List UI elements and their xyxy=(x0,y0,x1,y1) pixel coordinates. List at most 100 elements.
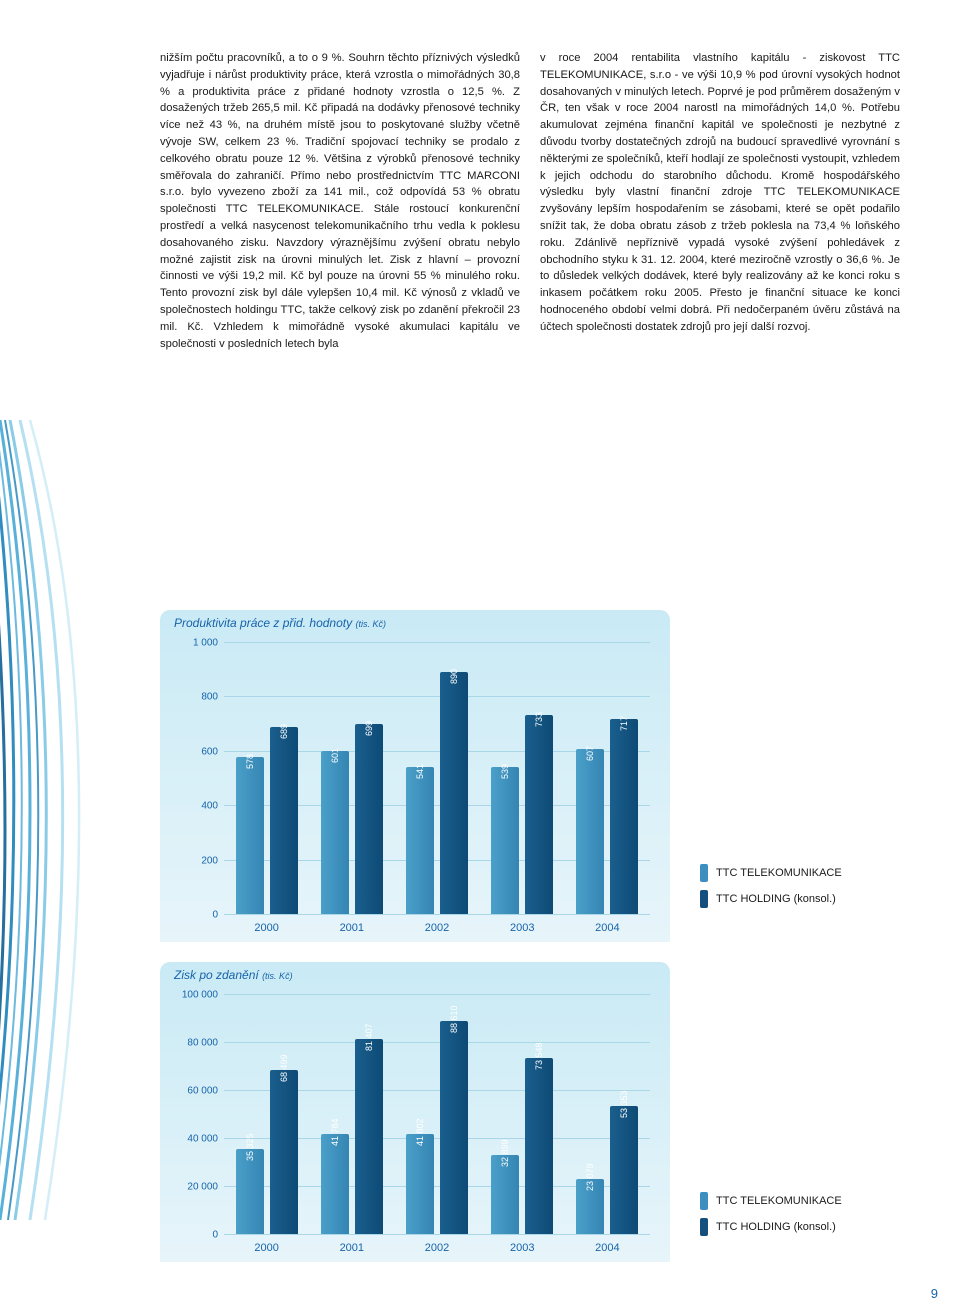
paragraph-right: v roce 2004 rentabilita vlastního kapitá… xyxy=(540,50,900,336)
legend-swatch-b xyxy=(700,1218,708,1236)
y-tick-label: 200 xyxy=(201,855,218,866)
bar-value-label: 73 548 xyxy=(534,1042,544,1070)
bar-group: 23 07953 353 xyxy=(565,994,650,1234)
bar-value-label: 578 xyxy=(245,754,255,769)
bar-value-label: 539 xyxy=(500,764,510,779)
chart-title-unit: (tis. Kč) xyxy=(262,971,293,981)
bar: 68 499 xyxy=(270,1070,298,1234)
bar-value-label: 41 802 xyxy=(415,1118,425,1146)
chart-bars: 35 32568 49941 78481 40741 80288 61032 8… xyxy=(224,994,650,1234)
y-tick-label: 80 000 xyxy=(187,1038,218,1049)
bar: 81 407 xyxy=(355,1039,383,1234)
bar-value-label: 88 610 xyxy=(449,1006,459,1034)
chart-title-text: Produktivita práce z přid. hodnoty xyxy=(174,616,352,630)
bar-group: 539 733 xyxy=(480,642,565,914)
legend-label-b: TTC HOLDING (konsol.) xyxy=(716,893,836,905)
bar-value-label: 601 xyxy=(330,748,340,763)
legend-item-b: TTC HOLDING (konsol.) xyxy=(700,1218,900,1236)
text-column-right: v roce 2004 rentabilita vlastního kapitá… xyxy=(540,50,900,352)
bar-group: 32 89973 548 xyxy=(480,994,565,1234)
bar: 35 325 xyxy=(236,1149,264,1234)
bar: 689 xyxy=(270,727,298,914)
bar: 699 xyxy=(355,724,383,914)
x-tick-label: 2002 xyxy=(394,922,479,934)
chart-productivity: Produktivita práce z přid. hodnoty (tis.… xyxy=(160,610,670,942)
chart-title-unit: (tis. Kč) xyxy=(355,619,386,629)
x-tick-label: 2003 xyxy=(480,1242,565,1254)
chart-x-axis: 20002001200220032004 xyxy=(224,922,650,934)
bar-value-label: 541 xyxy=(415,764,425,779)
x-tick-label: 2001 xyxy=(309,922,394,934)
chart-bars: 578 689 601 699 541 890 539 733 607 717 xyxy=(224,642,650,914)
bar-group: 41 80288 610 xyxy=(394,994,479,1234)
bar: 890 xyxy=(440,672,468,914)
gridline: 0 xyxy=(224,914,650,915)
bar: 717 xyxy=(610,719,638,914)
bar: 32 899 xyxy=(491,1155,519,1234)
bar-group: 578 689 xyxy=(224,642,309,914)
y-tick-label: 400 xyxy=(201,801,218,812)
x-tick-label: 2004 xyxy=(565,922,650,934)
chart-legend: TTC TELEKOMUNIKACE TTC HOLDING (konsol.) xyxy=(700,1192,900,1244)
page-number: 9 xyxy=(931,1286,938,1301)
bar-value-label: 68 499 xyxy=(279,1054,289,1082)
bar: 733 xyxy=(525,715,553,914)
page: nižším počtu pracovníků, a to o 9 %. Sou… xyxy=(0,0,960,1313)
legend-swatch-a xyxy=(700,864,708,882)
bar: 53 353 xyxy=(610,1106,638,1234)
y-tick-label: 600 xyxy=(201,746,218,757)
chart-plot-area: 02004006008001 000 578689601699541890539… xyxy=(224,642,650,914)
chart-title: Produktivita práce z přid. hodnoty (tis.… xyxy=(174,616,386,630)
chart-title-text: Zisk po zdanění xyxy=(174,968,259,982)
y-tick-label: 0 xyxy=(212,910,218,921)
gridline: 0 xyxy=(224,1234,650,1235)
legend-swatch-b xyxy=(700,890,708,908)
bar-value-label: 81 407 xyxy=(364,1023,374,1051)
legend-item-b: TTC HOLDING (konsol.) xyxy=(700,890,900,908)
x-tick-label: 2001 xyxy=(309,1242,394,1254)
x-tick-label: 2000 xyxy=(224,1242,309,1254)
bar-value-label: 23 079 xyxy=(585,1163,595,1191)
bar: 541 xyxy=(406,767,434,914)
bar-group: 35 32568 499 xyxy=(224,994,309,1234)
bar: 88 610 xyxy=(440,1021,468,1234)
legend-label-a: TTC TELEKOMUNIKACE xyxy=(716,867,842,879)
legend-swatch-a xyxy=(700,1192,708,1210)
y-tick-label: 800 xyxy=(201,692,218,703)
x-tick-label: 2002 xyxy=(394,1242,479,1254)
text-column-left: nižším počtu pracovníků, a to o 9 %. Sou… xyxy=(160,50,520,352)
y-tick-label: 100 000 xyxy=(182,990,218,1001)
legend-item-a: TTC TELEKOMUNIKACE xyxy=(700,1192,900,1210)
y-tick-label: 60 000 xyxy=(187,1086,218,1097)
bar-value-label: 607 xyxy=(585,746,595,761)
y-tick-label: 40 000 xyxy=(187,1134,218,1145)
bar: 539 xyxy=(491,767,519,914)
bar: 578 xyxy=(236,757,264,914)
chart-legend: TTC TELEKOMUNIKACE TTC HOLDING (konsol.) xyxy=(700,864,900,916)
legend-item-a: TTC TELEKOMUNIKACE xyxy=(700,864,900,882)
y-tick-label: 0 xyxy=(212,1230,218,1241)
bar-value-label: 35 325 xyxy=(245,1134,255,1162)
chart-plot-area: 020 00040 00060 00080 000100 000 35 3256… xyxy=(224,994,650,1234)
y-tick-label: 1 000 xyxy=(193,638,218,649)
bar-group: 541 890 xyxy=(394,642,479,914)
y-tick-label: 20 000 xyxy=(187,1182,218,1193)
legend-label-a: TTC TELEKOMUNIKACE xyxy=(716,1195,842,1207)
bar: 73 548 xyxy=(525,1058,553,1235)
bar-value-label: 699 xyxy=(364,721,374,736)
chart-title: Zisk po zdanění (tis. Kč) xyxy=(174,968,293,982)
body-text-columns: nižším počtu pracovníků, a to o 9 %. Sou… xyxy=(160,50,900,352)
bar: 23 079 xyxy=(576,1179,604,1234)
bar: 41 802 xyxy=(406,1134,434,1234)
chart-profit: Zisk po zdanění (tis. Kč) 020 00040 0006… xyxy=(160,962,670,1262)
decorative-streaks xyxy=(0,420,140,1220)
bar-value-label: 32 899 xyxy=(500,1140,510,1168)
bar: 41 784 xyxy=(321,1134,349,1234)
paragraph-left: nižším počtu pracovníků, a to o 9 %. Sou… xyxy=(160,50,520,352)
bar-value-label: 717 xyxy=(619,716,629,731)
x-tick-label: 2003 xyxy=(480,922,565,934)
bar-group: 607 717 xyxy=(565,642,650,914)
bar: 601 xyxy=(321,751,349,914)
bar-group: 601 699 xyxy=(309,642,394,914)
legend-label-b: TTC HOLDING (konsol.) xyxy=(716,1221,836,1233)
